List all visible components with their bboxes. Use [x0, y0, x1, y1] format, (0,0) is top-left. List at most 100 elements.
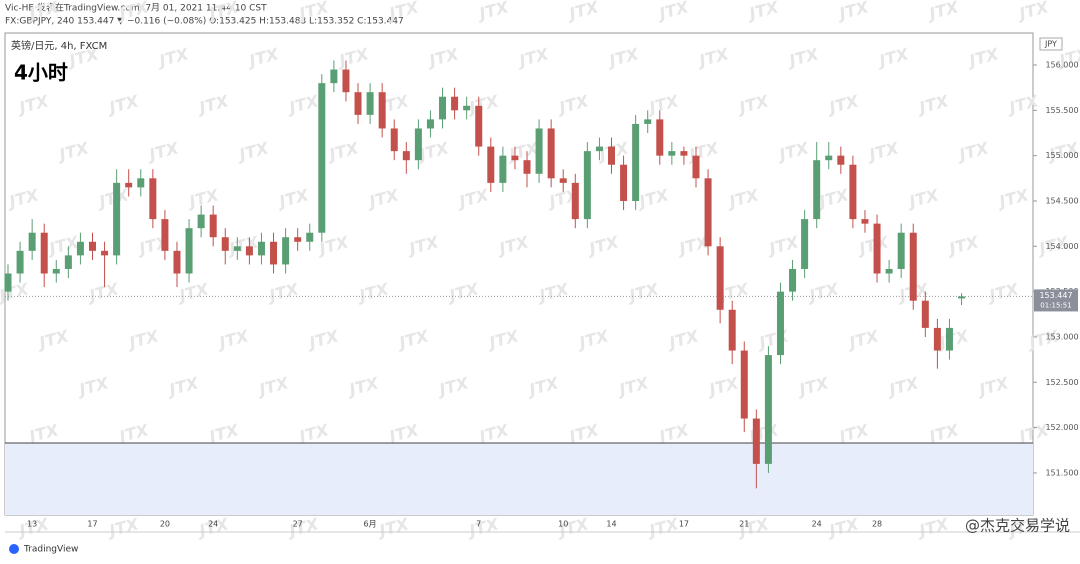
candle-body — [233, 246, 241, 251]
candle-body — [933, 327, 941, 351]
candle-body — [945, 327, 953, 351]
y-tick-label: 154.000 — [1045, 242, 1078, 251]
x-tick-label: 21 — [739, 520, 749, 529]
candle-body — [4, 273, 12, 292]
candle-body — [366, 92, 374, 115]
candle-body — [825, 155, 833, 161]
candle-body — [16, 250, 24, 274]
candle-body — [330, 69, 338, 84]
candle-body — [402, 151, 410, 161]
x-tick-label: 24 — [208, 520, 218, 529]
candle-body — [185, 228, 193, 274]
candle-body — [475, 105, 483, 147]
x-tick-label: 6月 — [364, 520, 377, 529]
header-line: Vic-HE 发表在TradingView.com, 7月 01, 2021 1… — [5, 2, 267, 14]
candle-body — [632, 123, 640, 201]
x-tick-label: 17 — [87, 520, 97, 529]
candle-body — [644, 119, 652, 124]
candle-body — [40, 232, 48, 274]
candle-body — [221, 237, 229, 251]
candle-body — [354, 92, 362, 115]
y-tick-label: 152.000 — [1045, 423, 1078, 432]
price-box — [1034, 289, 1078, 312]
candle-body — [342, 69, 350, 93]
candle-body — [740, 350, 748, 419]
candle-body — [209, 214, 217, 238]
candle-body — [282, 237, 290, 265]
candle-body — [451, 96, 459, 111]
candle-body — [414, 128, 422, 161]
candle-body — [704, 178, 712, 247]
x-tick-label: 14 — [606, 520, 616, 529]
candle-body — [958, 296, 966, 299]
candle-body — [776, 291, 784, 356]
candle-body — [88, 241, 96, 251]
candle-body — [885, 268, 893, 274]
candle-body — [909, 232, 917, 301]
candle-body — [197, 214, 205, 229]
candle-body — [499, 155, 507, 183]
x-tick-label: 24 — [812, 520, 822, 529]
candle-body — [921, 300, 929, 328]
candle-body — [426, 119, 434, 129]
candle-body — [390, 128, 398, 152]
candle-body — [173, 250, 181, 274]
candle-body — [511, 155, 519, 161]
x-tick-label: 10 — [558, 520, 568, 529]
y-tick-label: 156.000 — [1045, 61, 1078, 70]
x-tick-label: 20 — [160, 520, 170, 529]
countdown: 01:15:51 — [1040, 301, 1071, 309]
x-tick-label: 7 — [476, 520, 481, 529]
y-tick-label: 152.500 — [1045, 378, 1078, 387]
zone — [5, 443, 1033, 515]
candle-body — [849, 164, 857, 220]
candle-body — [463, 105, 471, 111]
candle-body — [137, 178, 145, 188]
candle-body — [897, 232, 905, 269]
y-tick-label: 151.500 — [1045, 468, 1078, 477]
candle-body — [559, 178, 567, 183]
candle-body — [523, 160, 531, 174]
candle-body — [656, 119, 664, 156]
candle-body — [113, 182, 121, 256]
y-tick-label: 155.000 — [1045, 151, 1078, 160]
candle-body — [692, 155, 700, 179]
y-tick-label: 154.500 — [1045, 196, 1078, 205]
currency-box — [1039, 37, 1063, 51]
candle-body — [306, 232, 314, 242]
candle-body — [571, 182, 579, 220]
candle-body — [149, 178, 157, 220]
candle-body — [608, 146, 615, 165]
candle-body — [873, 223, 881, 274]
candle-body — [789, 268, 797, 292]
currency: JPY — [1044, 40, 1057, 49]
candle-body — [837, 155, 845, 165]
candle-body — [487, 146, 495, 183]
candle-body — [52, 268, 60, 274]
candle-body — [583, 151, 591, 220]
candle-body — [76, 241, 84, 256]
candle-body — [257, 241, 265, 256]
candle-body — [716, 246, 724, 310]
candle-body — [28, 232, 36, 251]
candle-body — [378, 92, 386, 129]
candle-body — [728, 309, 736, 351]
candle-body — [101, 250, 109, 256]
x-tick-label: 17 — [679, 520, 689, 529]
candle-body — [270, 241, 278, 265]
candle-body — [294, 237, 302, 242]
brand-logo — [9, 544, 19, 554]
candle-body — [680, 151, 688, 156]
brand: TradingView — [23, 545, 78, 555]
candle-body — [64, 255, 72, 269]
candle-body — [668, 151, 676, 156]
candle-body — [813, 160, 821, 220]
candle-body — [161, 219, 169, 251]
chart-title: 4小时 — [14, 61, 68, 85]
candle-body — [318, 83, 326, 233]
header-line: FX:GBPJPY, 240 153.447 ▼ −0.116 (−0.08%)… — [5, 17, 404, 27]
x-tick-label: 28 — [872, 520, 882, 529]
candle-body — [535, 128, 543, 174]
